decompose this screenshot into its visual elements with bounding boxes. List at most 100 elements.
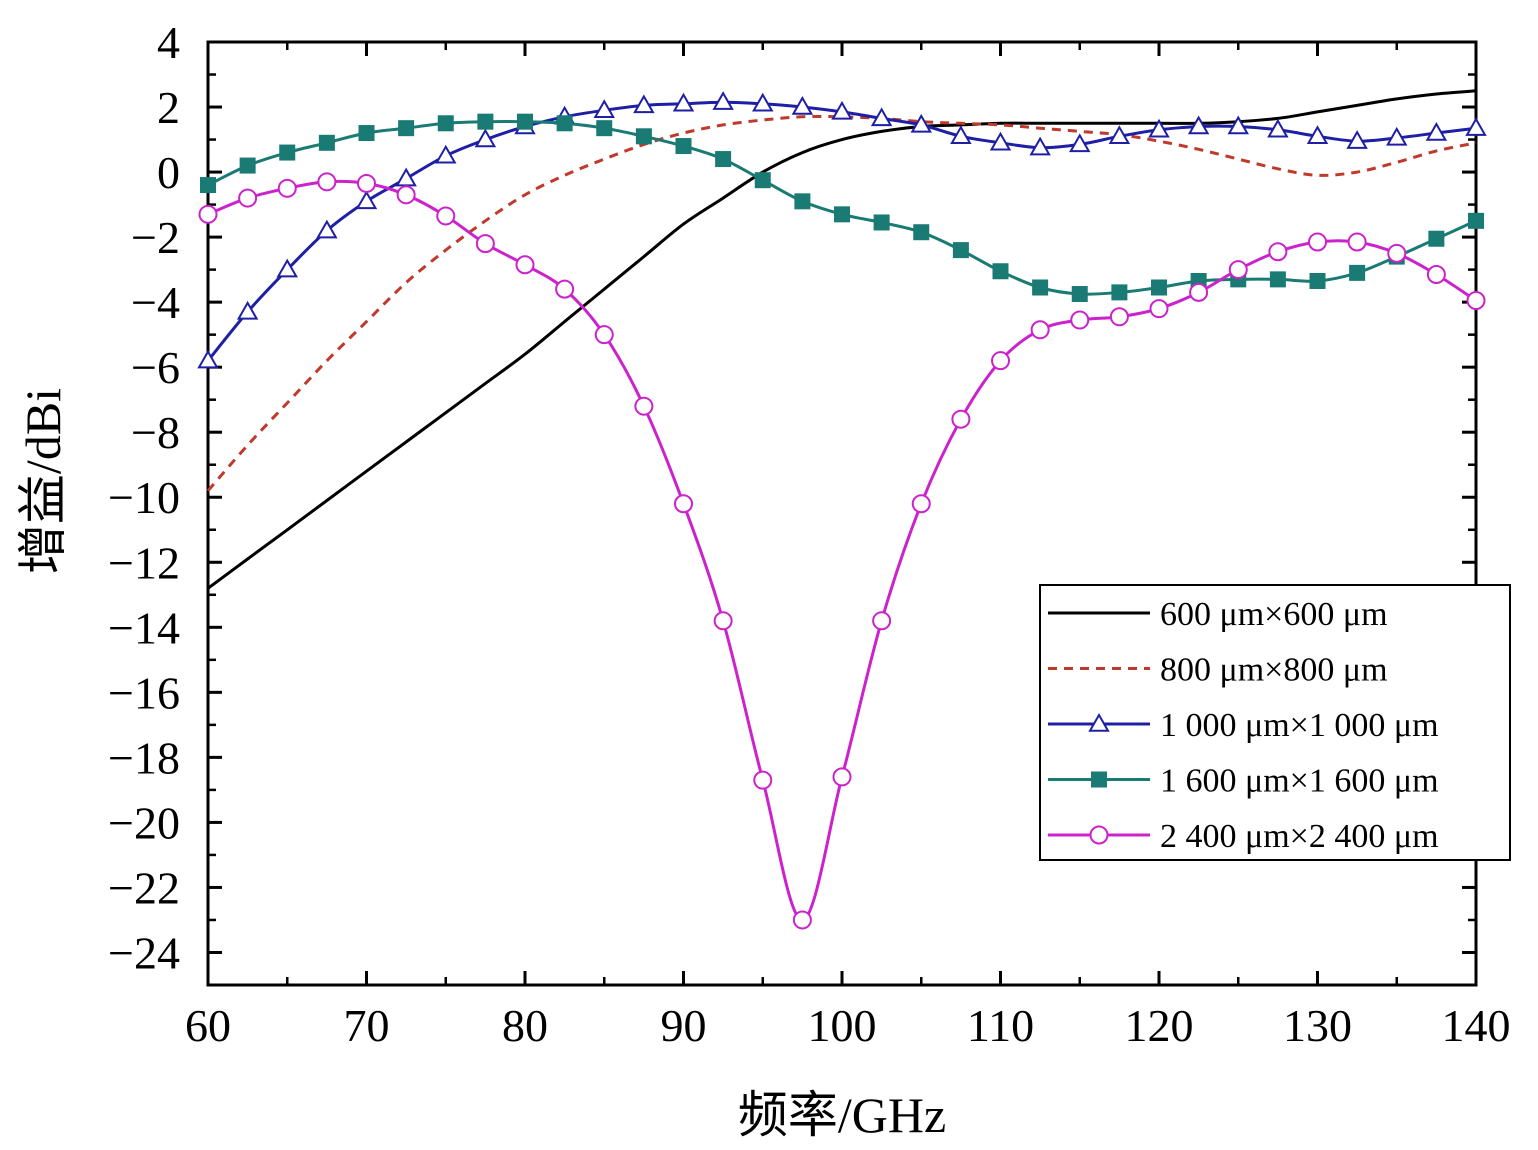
data-point (1308, 232, 1327, 252)
data-point (672, 92, 695, 112)
x-tick-label: 60 (185, 1000, 231, 1051)
data-point (355, 190, 378, 210)
data-point (475, 234, 495, 254)
data-point (555, 279, 575, 299)
data-point (794, 193, 811, 210)
data-point (1069, 133, 1091, 153)
data-point (752, 92, 774, 112)
series-line (206, 114, 1477, 492)
data-point (1108, 125, 1131, 145)
data-point (753, 770, 773, 790)
data-point (317, 172, 337, 192)
y-tick-label: 0 (157, 147, 180, 198)
data-point (911, 494, 931, 514)
data-point (791, 96, 814, 115)
data-point (1309, 273, 1326, 290)
series-1 (207, 89, 1477, 590)
data-point (713, 611, 733, 631)
data-point (992, 263, 1009, 280)
data-point (398, 120, 415, 137)
data-point (556, 115, 573, 132)
data-point (515, 255, 535, 275)
data-point (635, 128, 652, 145)
data-point (1030, 320, 1050, 340)
data-point (951, 409, 971, 429)
y-axis-title: 增益/dBi (15, 388, 71, 574)
x-axis-title: 频率/GHz (738, 1087, 946, 1143)
data-point (715, 151, 732, 168)
legend-entry-label: 2 400 μm×2 400 μm (1160, 818, 1439, 855)
data-point (1347, 232, 1367, 252)
data-point (1267, 118, 1289, 138)
y-tick-label: −10 (108, 472, 180, 523)
data-point (1032, 279, 1049, 296)
y-tick-label: −22 (108, 862, 180, 913)
data-point (477, 113, 494, 130)
y-tick-label: −2 (131, 212, 180, 263)
y-tick-label: 4 (157, 17, 180, 68)
data-point (910, 113, 932, 133)
data-point (1227, 115, 1249, 135)
data-point (1268, 242, 1288, 262)
series-3 (197, 91, 1487, 369)
data-point (1468, 212, 1484, 229)
data-point (474, 128, 497, 148)
data-point (198, 204, 218, 224)
data-point (1109, 307, 1129, 327)
y-tick-label: −16 (108, 667, 180, 718)
data-point (276, 258, 298, 278)
y-tick-label: −20 (108, 797, 180, 848)
data-point (395, 167, 417, 187)
data-point (1189, 282, 1209, 302)
x-tick-label: 90 (661, 1000, 707, 1051)
data-point (358, 125, 375, 142)
data-point (1387, 243, 1407, 263)
legend: 600 μm×600 μm 800 μm×800 μm 1 000 μm×1 000… (1039, 584, 1511, 861)
data-point (279, 144, 296, 161)
data-point (674, 494, 693, 514)
series-2 (206, 114, 1477, 492)
data-point (318, 134, 335, 151)
data-point (1466, 291, 1486, 311)
data-point (1187, 115, 1210, 135)
x-axis-ticks: 60 70 80 90 100 110 120 130 140 (185, 42, 1511, 1051)
data-point (950, 125, 972, 145)
data-point (517, 113, 533, 130)
data-point (834, 206, 850, 223)
data-point (675, 138, 692, 155)
data-point (831, 100, 853, 120)
data-point (634, 396, 654, 416)
data-point (594, 325, 614, 345)
data-point (1111, 284, 1128, 301)
data-point (1151, 279, 1167, 296)
x-tick-label: 80 (502, 1000, 548, 1051)
data-point (872, 611, 892, 631)
data-point (200, 177, 216, 194)
data-point (437, 115, 454, 132)
x-tick-label: 100 (808, 1000, 877, 1051)
legend-entry-label: 600 μm×600 μm (1160, 596, 1388, 633)
x-tick-label: 70 (344, 1000, 390, 1051)
series-layer (197, 89, 1487, 930)
y-tick-label: −18 (108, 732, 180, 783)
data-point (1426, 264, 1446, 284)
data-point (832, 767, 852, 787)
data-point (1465, 117, 1487, 136)
data-point (239, 157, 256, 174)
data-point (633, 94, 655, 114)
y-tick-label: −14 (108, 602, 180, 653)
y-tick-label: −6 (131, 342, 180, 393)
y-tick-label: −24 (108, 927, 180, 978)
data-point (1071, 286, 1088, 303)
data-point (1428, 230, 1445, 247)
data-point (712, 91, 734, 110)
data-point (754, 172, 771, 189)
legend-swatch-marker (1088, 712, 1110, 732)
data-point (991, 351, 1010, 371)
data-point (396, 185, 416, 205)
data-point (277, 178, 297, 198)
data-point (357, 173, 376, 193)
y-tick-label: −12 (108, 537, 180, 588)
legend-swatch-marker (1091, 771, 1107, 788)
